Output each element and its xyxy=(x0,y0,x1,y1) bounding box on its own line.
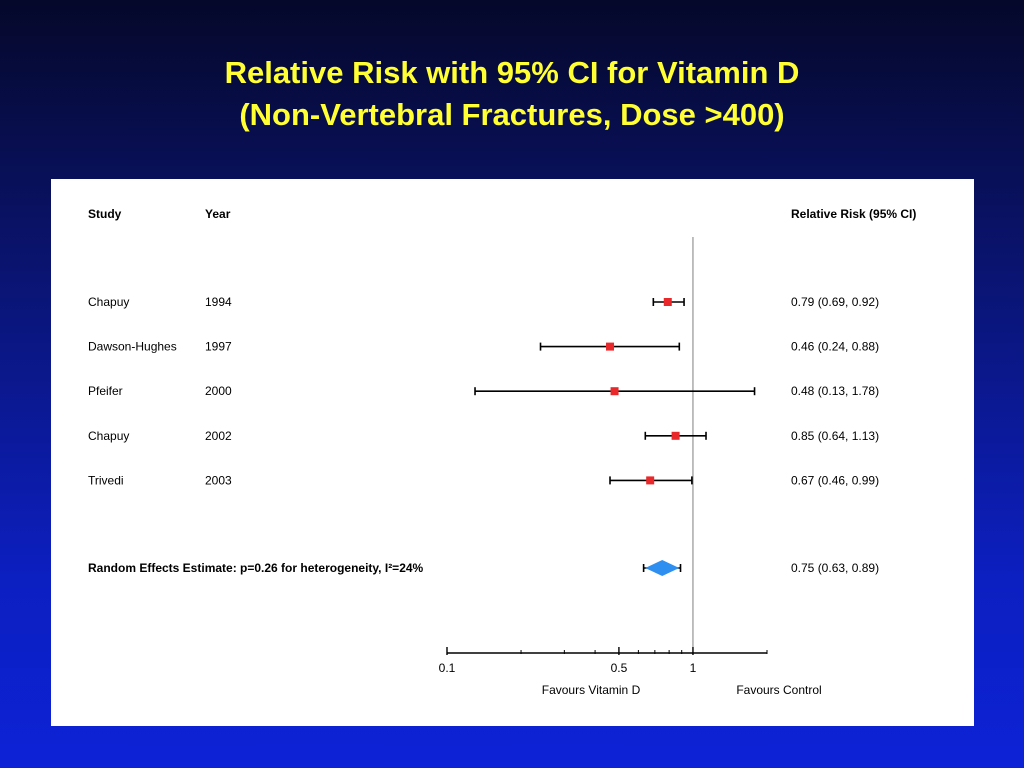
pooled-diamond xyxy=(645,560,680,576)
study-year: 2000 xyxy=(205,384,232,398)
point-estimate-marker xyxy=(610,387,619,396)
forest-plot: Study Year Relative Risk (95% CI) Chapuy… xyxy=(88,207,916,697)
point-estimate-marker xyxy=(663,298,672,306)
estimate-label: 0.67 (0.46, 0.99) xyxy=(791,473,879,487)
study-name: Trivedi xyxy=(88,473,124,487)
pooled-estimate-label: 0.75 (0.63, 0.89) xyxy=(791,561,879,575)
point-estimate-marker xyxy=(606,342,615,351)
header-estimate: Relative Risk (95% CI) xyxy=(791,207,916,221)
study-name: Chapuy xyxy=(88,429,129,443)
forest-plot-panel: Study Year Relative Risk (95% CI) Chapuy… xyxy=(51,179,974,726)
point-estimate-marker xyxy=(646,476,655,485)
study-name: Chapuy xyxy=(88,295,129,309)
title-line-2: (Non-Vertebral Fractures, Dose >400) xyxy=(239,97,785,132)
study-name: Dawson-Hughes xyxy=(88,340,177,354)
estimate-label: 0.48 (0.13, 1.78) xyxy=(791,384,879,398)
header-study: Study xyxy=(88,207,122,221)
x-tick-label: 0.1 xyxy=(439,661,456,675)
point-estimate-marker xyxy=(671,431,680,440)
slide-title: Relative Risk with 95% CI for Vitamin D … xyxy=(0,52,1024,136)
pooled-label: Random Effects Estimate: p=0.26 for hete… xyxy=(88,561,424,575)
x-tick-label: 0.5 xyxy=(611,661,628,675)
favours-left-label: Favours Vitamin D xyxy=(542,683,641,697)
estimate-label: 0.79 (0.69, 0.92) xyxy=(791,295,879,309)
estimate-label: 0.46 (0.24, 0.88) xyxy=(791,340,879,354)
study-year: 1997 xyxy=(205,340,232,354)
estimate-label: 0.85 (0.64, 1.13) xyxy=(791,429,879,443)
plot-layer: Chapuy 1994 0.79 (0.69, 0.92) Dawson-Hughes… xyxy=(88,237,879,697)
header-year: Year xyxy=(205,207,231,221)
study-name: Pfeifer xyxy=(88,384,123,398)
study-year: 1994 xyxy=(205,295,232,309)
title-line-1: Relative Risk with 95% CI for Vitamin D xyxy=(224,55,800,90)
favours-right-label: Favours Control xyxy=(736,683,821,697)
study-year: 2003 xyxy=(205,473,232,487)
x-tick-label: 1 xyxy=(690,661,697,675)
study-year: 2002 xyxy=(205,429,232,443)
